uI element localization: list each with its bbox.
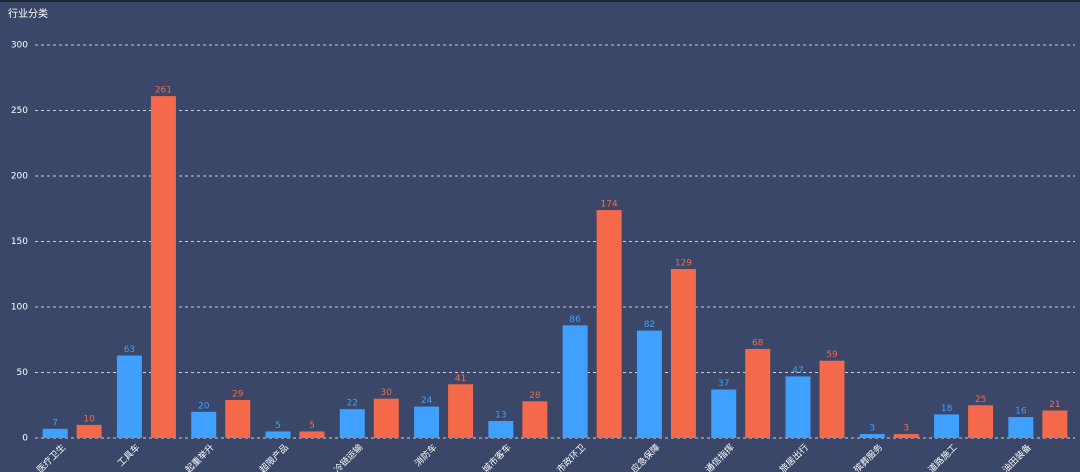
value-label: 5 [309,421,315,431]
value-label: 41 [455,374,466,384]
y-tick-label: 100 [11,303,28,313]
value-label: 3 [903,424,909,434]
value-label: 174 [601,200,618,210]
chart-title: 行业分类 [8,7,48,20]
bar [745,348,771,438]
bar [150,96,176,438]
y-tick-label: 50 [17,368,29,378]
value-label: 21 [1049,400,1060,410]
bar [522,401,548,438]
value-label: 86 [569,315,581,325]
bar [42,428,68,438]
bar [339,409,365,438]
bar [373,398,399,438]
value-label: 29 [232,390,244,400]
value-label: 261 [155,86,172,96]
value-label: 22 [347,399,358,409]
bar [636,330,662,438]
y-tick-label: 250 [11,106,28,116]
value-label: 30 [381,388,393,398]
bar [968,405,994,438]
value-label: 47 [792,366,803,376]
value-label: 25 [975,395,986,405]
bar [596,210,622,438]
y-tick-label: 300 [11,41,28,51]
bar [785,376,811,438]
bar [299,431,325,438]
value-label: 16 [1015,407,1027,417]
bar [448,384,474,438]
value-label: 68 [752,338,764,348]
value-label: 20 [198,401,210,411]
bar [76,424,102,438]
value-label: 24 [421,396,433,406]
bar [893,434,919,438]
value-label: 37 [718,379,729,389]
bar [265,431,291,438]
bar [1042,410,1068,438]
value-label: 63 [124,345,135,355]
bar [562,325,588,438]
bar [859,434,885,438]
value-label: 10 [83,414,95,424]
y-tick-label: 200 [11,172,28,182]
bar [116,355,142,438]
top-border [0,0,1080,2]
value-label: 129 [675,259,692,269]
value-label: 13 [495,410,506,420]
bar [819,360,845,438]
bar [670,269,696,438]
y-tick-label: 0 [22,434,28,444]
value-label: 7 [52,418,58,428]
bar [934,414,960,438]
value-label: 3 [869,424,875,434]
value-label: 59 [826,350,838,360]
value-label: 18 [941,404,953,414]
value-label: 28 [529,391,541,401]
value-label: 82 [644,320,655,330]
bar [414,406,440,438]
bar [711,389,737,438]
bar [1008,417,1034,438]
value-label: 5 [275,421,281,431]
bar [225,400,251,438]
bar [191,411,217,438]
y-tick-label: 150 [11,237,28,247]
bar [488,420,514,438]
